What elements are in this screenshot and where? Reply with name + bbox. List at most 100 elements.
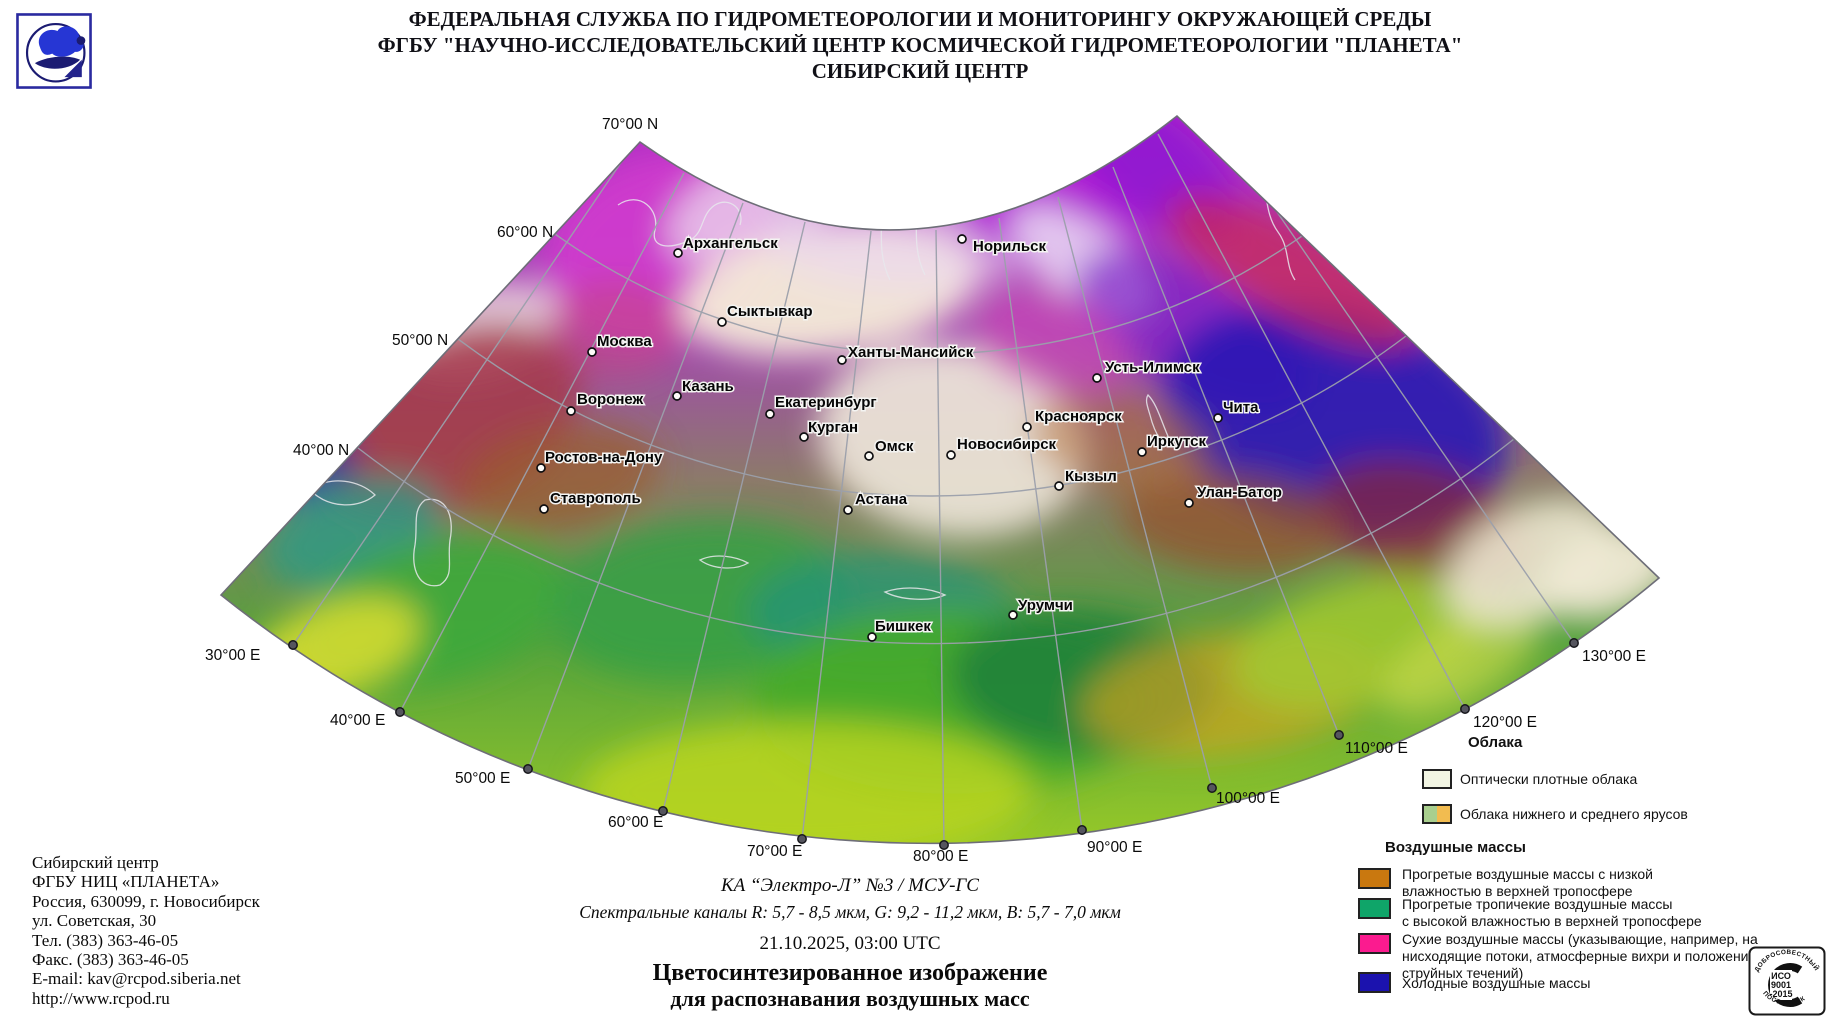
product-title-line1: Цветосинтезированное изображение [652, 960, 1048, 986]
longitude-label: 110°00 E [1345, 740, 1408, 757]
air-mass-label: Прогретые тропичекие воздушные массы с вы… [1402, 896, 1702, 930]
meridian-line [527, 202, 744, 770]
satellite-name: КА “Электро-Л” №3 / МСУ-ГС [721, 875, 979, 896]
city-label: Ростов-на-Дону [545, 449, 663, 466]
city-label: Омск [875, 438, 914, 455]
longitude-label: 90°00 E [1087, 839, 1142, 856]
longitude-label: 50°00 E [455, 770, 510, 787]
city-label: Усть-Илимск [1105, 359, 1200, 376]
air-mass-label: Прогретые воздушные массы с низкой влажно… [1402, 866, 1654, 900]
longitude-label: 100°00 E [1216, 790, 1280, 807]
city-dot [1184, 498, 1194, 508]
longitude-label: 80°00 E [913, 848, 968, 865]
longitude-label: 30°00 E [205, 647, 260, 664]
corner-triangle-icon [64, 59, 82, 78]
satellite-dot-icon [76, 36, 86, 45]
longitude-label: 70°00 E [747, 843, 802, 860]
air-mass-swatch [1358, 933, 1391, 954]
latitude-label: 70°00 N [602, 116, 658, 133]
parallel-line [357, 438, 1515, 645]
meridian-line [292, 138, 638, 646]
city-dot [539, 504, 549, 514]
contact-website: http://www.rcpod.ru [32, 988, 170, 1008]
air-mass-label: Сухие воздушные массы (указывающие, напр… [1402, 931, 1758, 982]
meridian-line [662, 221, 806, 812]
cloud-legend-label: Оптически плотные облака [1460, 771, 1638, 787]
meridian-line [998, 217, 1083, 831]
city-dot [1137, 447, 1147, 457]
meridian-line [1276, 211, 1575, 644]
city-label: Улан-Батор [1197, 484, 1282, 501]
cloud-blob-icon [38, 26, 84, 57]
product-title-line2: для распознавания воздушных масс [670, 986, 1030, 1011]
city-dot [1054, 481, 1064, 491]
city-dot [566, 406, 576, 416]
longitude-dot [1460, 704, 1470, 714]
city-label: Курган [808, 419, 858, 436]
city-dot [946, 450, 956, 460]
contact-email: E-mail: kav@rcpod.siberia.net [32, 969, 241, 989]
longitude-dot [939, 840, 949, 850]
city-label: Архангельск [683, 235, 778, 252]
parallel-line [457, 335, 1407, 497]
city-label: Норильск [973, 238, 1046, 255]
longitude-dot [797, 834, 807, 844]
header-line-2: ФГБУ "НАУЧНО-ИССЛЕДОВАТЕЛЬСКИЙ ЦЕНТР КОС… [377, 33, 1463, 57]
city-dot [672, 391, 682, 401]
longitude-dot [523, 764, 533, 774]
city-label: Урумчи [1018, 597, 1073, 614]
longitude-label: 130°00 E [1582, 648, 1646, 665]
graticule [292, 133, 1575, 844]
header-line-1: ФЕДЕРАЛЬНАЯ СЛУЖБА ПО ГИДРОМЕТЕОРОЛОГИИ … [408, 7, 1432, 31]
meridian-line [399, 172, 685, 713]
latitude-label: 40°00 N [293, 442, 349, 459]
city-label: Москва [597, 333, 652, 350]
city-label: Чита [1223, 399, 1259, 416]
meridian-line [1157, 133, 1466, 710]
contact-line: Тел. (383) 363-46-05 [32, 930, 179, 950]
clouds-legend-title: Облака [1468, 734, 1523, 751]
cloud-swatch [1422, 804, 1452, 824]
longitude-dot [1334, 730, 1344, 740]
longitude-label: 40°00 E [330, 712, 385, 729]
latitude-label: 50°00 N [392, 332, 448, 349]
contact-line: ул. Советская, 30 [32, 911, 157, 931]
city-dot [867, 632, 877, 642]
city-label: Воронеж [577, 391, 644, 408]
meridian-line [935, 229, 945, 844]
city-label: Сыктывкар [727, 303, 813, 320]
longitude-dot [1569, 638, 1579, 648]
city-label: Ханты-Мансийск [848, 344, 974, 361]
city-label: Астана [855, 491, 908, 508]
city-label: Красноярск [1035, 408, 1122, 425]
city-dot [1092, 373, 1102, 383]
header-line-3: СИБИРСКИЙ ЦЕНТР [811, 59, 1029, 83]
city-label: Казань [682, 378, 734, 395]
cloud-legend-label: Облака нижнего и среднего ярусов [1460, 806, 1688, 822]
orbit-icon [25, 22, 86, 83]
air-masses-legend-title: Воздушные массы [1385, 839, 1526, 856]
air-mass-swatch [1358, 972, 1391, 993]
stamp-iso: ИСО [1771, 971, 1791, 981]
city-dot [837, 355, 847, 365]
city-dot [1008, 610, 1018, 620]
city-dot [799, 432, 809, 442]
air-mass-label: Холодные воздушные массы [1402, 975, 1591, 991]
spectral-channels: Спектральные каналы R: 5,7 - 8,5 мкм, G:… [579, 902, 1121, 922]
city-label: Ставрополь [550, 490, 641, 507]
city-dot [1022, 422, 1032, 432]
city-label: Новосибирск [957, 436, 1057, 453]
swoosh-icon [34, 56, 81, 69]
contact-line: Россия, 630099, г. Новосибирск [32, 891, 260, 911]
acquisition-datetime: 21.10.2025, 03:00 UTC [759, 933, 941, 954]
meridian-line [1057, 196, 1213, 789]
longitude-label: 60°00 E [608, 814, 663, 831]
contact-line: ФГБУ НИЦ «ПЛАНЕТА» [32, 872, 220, 892]
city-label: Кызыл [1065, 468, 1117, 485]
air-mass-swatch [1358, 898, 1391, 919]
city-dot [957, 234, 967, 244]
city-dot [673, 248, 683, 258]
city-dot [864, 451, 874, 461]
longitude-label: 120°00 E [1473, 714, 1537, 731]
